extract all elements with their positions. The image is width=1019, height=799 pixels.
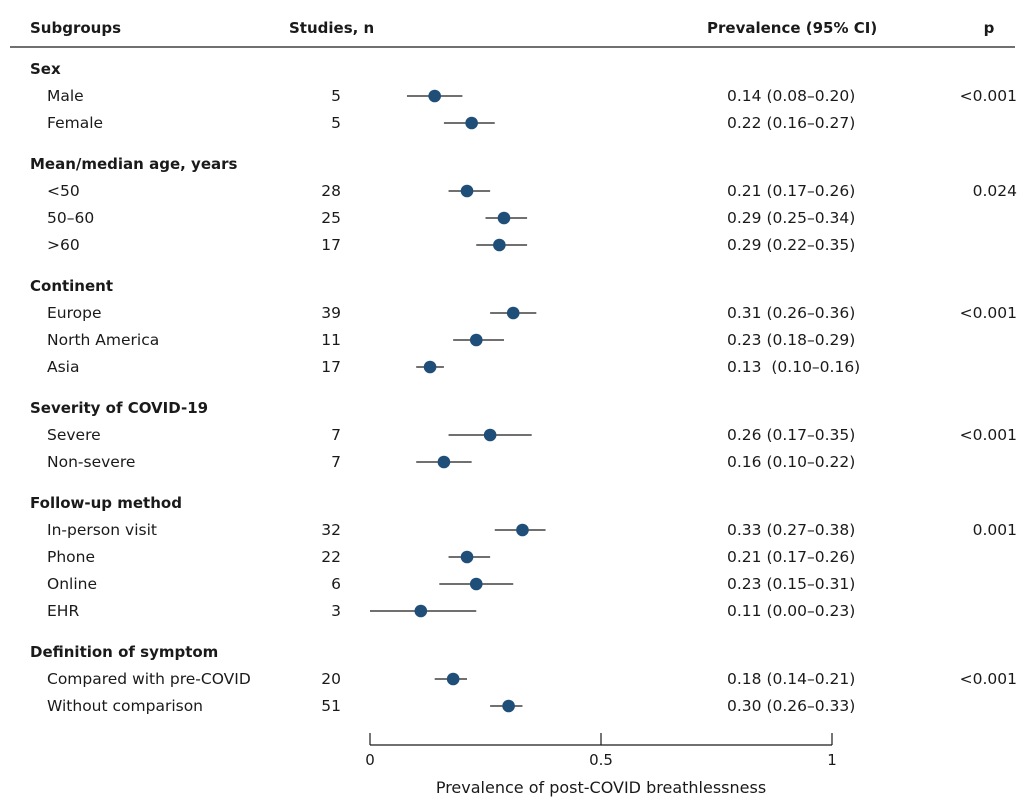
point-estimate — [460, 550, 474, 564]
row-studies: 11 — [321, 331, 341, 349]
row-label: Female — [47, 114, 103, 132]
row-prevalence: 0.29 (0.22–0.35) — [727, 236, 855, 254]
header-p: p — [984, 19, 995, 37]
row-prevalence: 0.18 (0.14–0.21) — [727, 670, 855, 688]
row-studies: 51 — [321, 697, 341, 715]
point-estimate — [437, 455, 451, 469]
row-prevalence: 0.30 (0.26–0.33) — [727, 697, 855, 715]
row-prevalence: 0.22 (0.16–0.27) — [727, 114, 855, 132]
row-prevalence: 0.13 (0.10–0.16) — [727, 358, 860, 376]
group-heading: Follow-up method — [30, 494, 182, 512]
row-prevalence: 0.14 (0.08–0.20) — [727, 87, 855, 105]
column-headers: Subgroups Studies, n Prevalence (95% CI)… — [10, 19, 1015, 48]
row-prevalence: 0.29 (0.25–0.34) — [727, 209, 855, 227]
row-label: Compared with pre-COVID — [47, 670, 251, 688]
row-prevalence: 0.33 (0.27–0.38) — [727, 521, 855, 539]
row-prevalence: 0.26 (0.17–0.35) — [727, 426, 855, 444]
point-estimate — [506, 306, 520, 320]
row-p-value: <0.001 — [960, 426, 1017, 444]
row-label: North America — [47, 331, 159, 349]
forest-rows: Sex Male 5 0.14 (0.08–0.20) <0.001 Female 5 0.2… — [30, 60, 1017, 715]
row-studies: 39 — [321, 304, 341, 322]
row-studies: 5 — [331, 114, 341, 132]
row-prevalence: 0.21 (0.17–0.26) — [727, 182, 855, 200]
row-label: In-person visit — [47, 521, 157, 539]
point-estimate — [483, 428, 497, 442]
row-label: 50–60 — [47, 209, 94, 227]
row-label: EHR — [47, 602, 79, 620]
row-label: Male — [47, 87, 84, 105]
x-tick-label: 0 — [365, 751, 375, 769]
point-estimate — [465, 116, 478, 130]
point-estimate — [423, 360, 437, 374]
row-p-value: <0.001 — [960, 87, 1017, 105]
x-tick-label: 0.5 — [589, 751, 613, 769]
row-label: Asia — [47, 358, 79, 376]
x-axis: 0 0.5 1 Prevalence of post-COVID breathless… — [365, 733, 837, 797]
header-studies: Studies, n — [289, 19, 374, 37]
point-estimate — [414, 604, 428, 618]
point-estimate — [469, 577, 483, 591]
row-studies: 22 — [321, 548, 341, 566]
row-studies: 32 — [321, 521, 341, 539]
row-studies: 3 — [331, 602, 341, 620]
point-estimate — [446, 672, 460, 686]
group-heading: Sex — [30, 60, 61, 78]
row-prevalence: 0.21 (0.17–0.26) — [727, 548, 855, 566]
row-label: >60 — [47, 236, 80, 254]
row-studies: 17 — [321, 358, 341, 376]
row-p-value: 0.001 — [973, 521, 1017, 539]
row-studies: 25 — [321, 209, 341, 227]
row-prevalence: 0.31 (0.26–0.36) — [727, 304, 855, 322]
row-p-value: <0.001 — [960, 670, 1017, 688]
row-studies: 17 — [321, 236, 341, 254]
row-studies: 6 — [331, 575, 341, 593]
row-prevalence: 0.23 (0.15–0.31) — [727, 575, 855, 593]
row-label: Severe — [47, 426, 101, 444]
point-estimate — [497, 211, 511, 225]
point-estimate — [469, 333, 483, 347]
row-label: Europe — [47, 304, 102, 322]
point-estimate — [502, 699, 515, 713]
x-axis-label: Prevalence of post-COVID breathlessness — [436, 778, 766, 797]
group-heading: Severity of COVID-19 — [30, 399, 208, 417]
row-p-value: 0.024 — [973, 182, 1017, 200]
row-studies: 7 — [331, 426, 341, 444]
row-label: Non-severe — [47, 453, 135, 471]
point-estimate — [493, 238, 506, 252]
row-label: <50 — [47, 182, 80, 200]
row-label: Online — [47, 575, 97, 593]
group-heading: Definition of symptom — [30, 643, 218, 661]
row-p-value: <0.001 — [960, 304, 1017, 322]
row-prevalence: 0.16 (0.10–0.22) — [727, 453, 855, 471]
row-studies: 28 — [321, 182, 341, 200]
x-tick-label: 1 — [827, 751, 837, 769]
point-estimate — [516, 523, 529, 537]
group-heading: Continent — [30, 277, 113, 295]
row-studies: 7 — [331, 453, 341, 471]
header-subgroups: Subgroups — [30, 19, 121, 37]
row-label: Without comparison — [47, 697, 203, 715]
row-studies: 20 — [321, 670, 341, 688]
group-heading: Mean/median age, years — [30, 155, 238, 173]
row-prevalence: 0.23 (0.18–0.29) — [727, 331, 855, 349]
row-prevalence: 0.11 (0.00–0.23) — [727, 602, 855, 620]
row-studies: 5 — [331, 87, 341, 105]
point-estimate — [428, 89, 441, 103]
point-estimate — [460, 184, 474, 198]
header-prevalence: Prevalence (95% CI) — [707, 19, 877, 37]
row-label: Phone — [47, 548, 95, 566]
